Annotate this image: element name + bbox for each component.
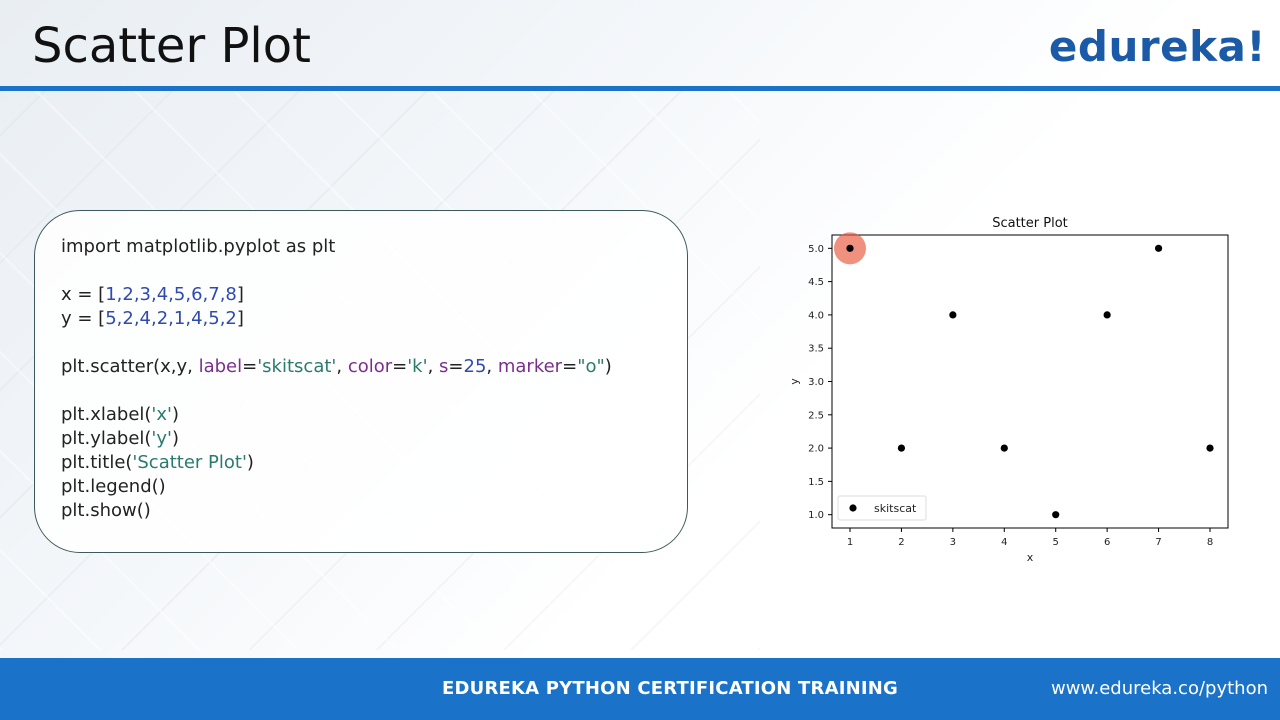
chart-title: Scatter Plot [992,216,1068,231]
y-tick-label: 5.0 [808,244,824,255]
footer-title: EDUREKA PYTHON CERTIFICATION TRAINING [442,678,899,699]
data-point [846,244,854,252]
code-line-show: plt.show() [61,500,151,521]
x-tick-label: 4 [1001,537,1007,548]
y-tick-label: 2.5 [808,410,824,421]
y-tick-label: 3.0 [808,377,824,388]
y-axis-label: y [788,378,801,385]
code-line-title: plt.title('Scatter Plot') [61,452,254,473]
data-point [897,444,906,452]
code-block: import matplotlib.pyplot as plt x = [1,2… [61,235,612,523]
x-tick-label: 5 [1053,537,1059,548]
data-point [1052,511,1060,519]
slide-title: Scatter Plot [32,18,311,74]
footer-url[interactable]: www.edureka.co/python [1050,678,1268,699]
edureka-logo: edureka! [1048,22,1266,71]
y-tick-label: 4.5 [808,277,824,288]
data-point [1000,444,1008,452]
scatter-chart: Scatter Plot 1 2 3 4 5 6 7 8 1.0 1.5 2.0 2.5 3.0 3.5 4.… [780,205,1250,575]
code-line-x: x = [1,2,3,4,5,6,7,8] [61,284,244,305]
code-line-ylabel: plt.ylabel('y') [61,428,180,449]
data-point [949,311,957,319]
data-point [1206,444,1214,452]
y-tick-label: 4.0 [808,310,824,321]
code-line-xlabel: plt.xlabel('x') [61,404,180,425]
x-tick-label: 1 [847,537,853,548]
data-point [1103,311,1111,319]
footer-bar: EDUREKA PYTHON CERTIFICATION TRAINING ww… [0,658,1280,720]
code-line-y: y = [5,2,4,2,1,4,5,2] [61,308,244,329]
x-tick-label: 7 [1155,537,1161,548]
plot-area [831,234,1229,529]
legend-marker [849,504,857,512]
x-tick-label: 8 [1207,537,1213,548]
code-panel: import matplotlib.pyplot as plt x = [1,2… [34,210,688,553]
y-tick-label: 1.0 [808,510,824,521]
y-tick-label: 1.5 [808,477,824,488]
data-point [1154,244,1163,252]
legend-box [837,495,927,521]
chart-svg: Scatter Plot 1 2 3 4 5 6 7 8 1.0 1.5 2.0 2.5 3.0 3.5 4.… [788,216,1229,564]
x-tick-label: 3 [950,537,956,548]
x-tick-label: 2 [898,537,904,548]
x-axis-label: x [1027,551,1034,564]
legend-label: skitscat [874,502,917,515]
y-tick-label: 3.5 [808,344,824,355]
code-line-legend: plt.legend() [61,476,166,497]
y-tick-label: 2.0 [808,444,824,455]
header-divider [0,86,1280,91]
code-line-scatter: plt.scatter(x,y, label='skitscat', color… [61,356,612,377]
code-line-import: import matplotlib.pyplot as plt [61,236,336,257]
x-tick-label: 6 [1104,537,1110,548]
